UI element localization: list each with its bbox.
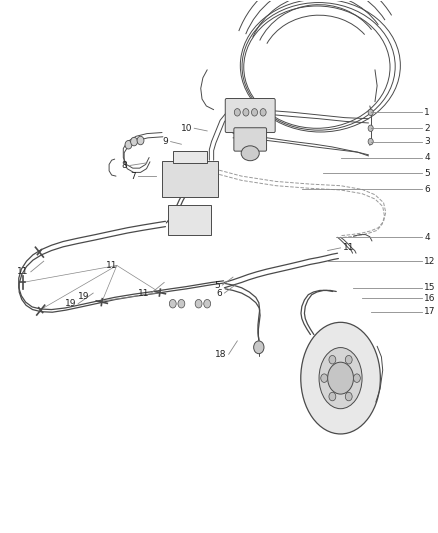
Text: 9: 9	[163, 137, 169, 146]
Circle shape	[125, 141, 132, 149]
Text: 18: 18	[215, 350, 226, 359]
Circle shape	[195, 300, 202, 308]
Text: 1: 1	[424, 108, 430, 117]
Text: 15: 15	[424, 283, 436, 292]
Text: 4: 4	[424, 153, 430, 162]
Text: 6: 6	[424, 185, 430, 194]
Text: 6: 6	[216, 288, 222, 297]
Circle shape	[329, 392, 336, 401]
Circle shape	[328, 362, 353, 394]
FancyBboxPatch shape	[225, 99, 275, 133]
Circle shape	[170, 300, 176, 308]
FancyBboxPatch shape	[173, 151, 207, 163]
Circle shape	[345, 392, 352, 401]
Circle shape	[321, 374, 328, 382]
Text: 19: 19	[78, 292, 89, 301]
Circle shape	[234, 109, 240, 116]
Text: 19: 19	[64, 299, 76, 308]
Text: 4: 4	[424, 233, 430, 242]
Circle shape	[368, 109, 373, 116]
Text: 5: 5	[424, 169, 430, 178]
Circle shape	[368, 139, 373, 145]
Circle shape	[254, 341, 264, 354]
Text: 8: 8	[122, 161, 127, 170]
Circle shape	[345, 356, 352, 364]
Text: 2: 2	[424, 124, 430, 133]
Text: 11: 11	[138, 288, 149, 297]
Circle shape	[137, 136, 144, 145]
Text: 7: 7	[131, 172, 136, 181]
Ellipse shape	[301, 322, 380, 434]
Text: 11: 11	[343, 244, 354, 253]
Circle shape	[260, 109, 266, 116]
FancyBboxPatch shape	[169, 205, 212, 235]
Circle shape	[178, 300, 185, 308]
Text: 5: 5	[214, 280, 220, 289]
Circle shape	[204, 300, 211, 308]
Circle shape	[329, 356, 336, 364]
FancyBboxPatch shape	[234, 128, 267, 151]
Text: 11: 11	[17, 268, 28, 276]
Ellipse shape	[319, 348, 362, 409]
Text: 12: 12	[424, 257, 436, 265]
Circle shape	[131, 138, 138, 146]
Ellipse shape	[241, 146, 259, 161]
Text: 10: 10	[180, 124, 192, 133]
Text: 17: 17	[424, 307, 436, 316]
Text: 3: 3	[424, 137, 430, 146]
Circle shape	[368, 125, 373, 132]
Circle shape	[251, 109, 258, 116]
Text: 16: 16	[424, 294, 436, 303]
Circle shape	[243, 109, 249, 116]
Text: 11: 11	[106, 261, 117, 270]
Circle shape	[353, 374, 360, 382]
FancyBboxPatch shape	[162, 161, 218, 197]
